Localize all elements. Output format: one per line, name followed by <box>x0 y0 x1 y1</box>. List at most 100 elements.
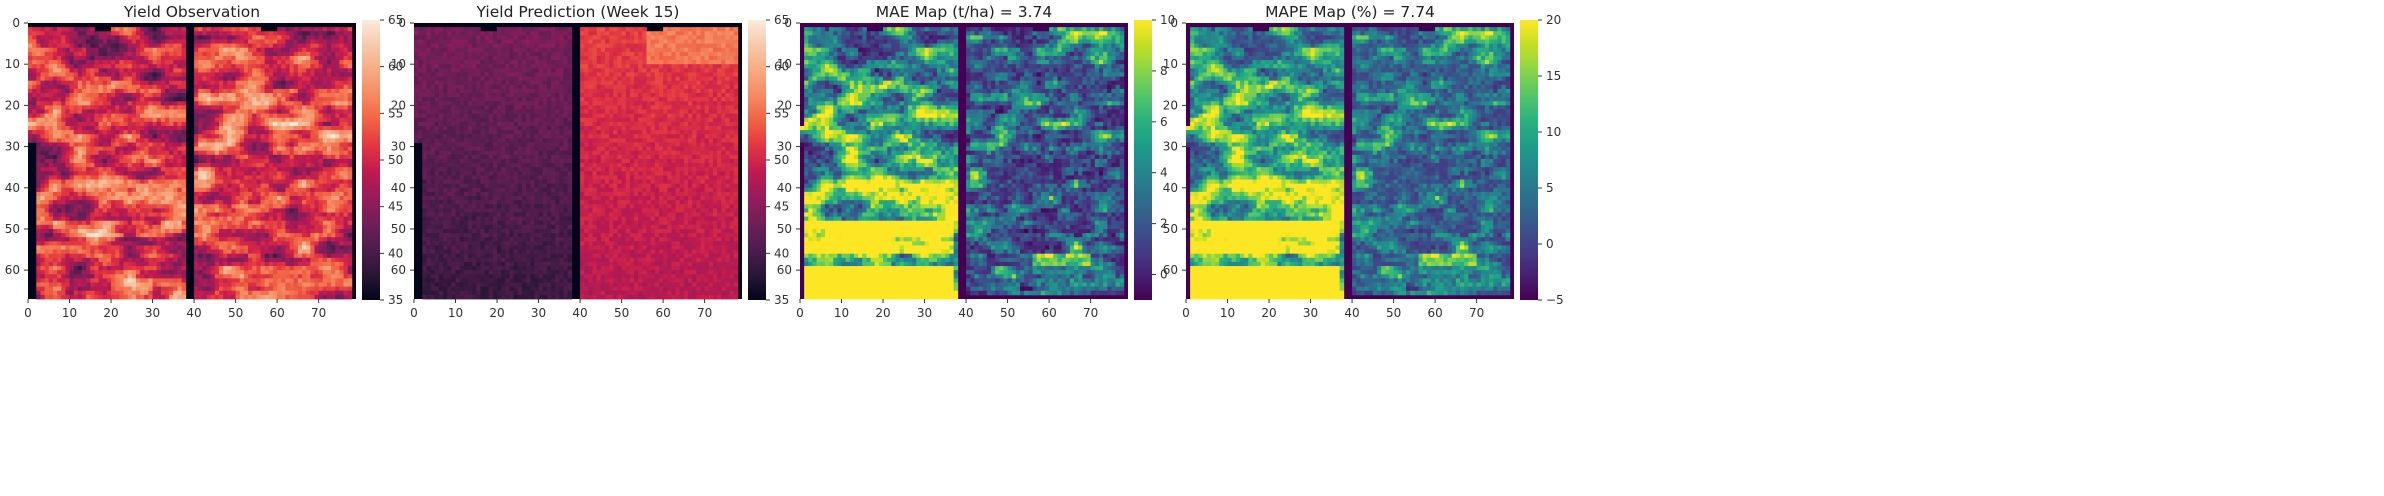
heatmap-cell <box>281 220 286 226</box>
heatmap-cell <box>177 212 183 218</box>
heatmap-cell <box>135 191 141 197</box>
heatmap-cell <box>347 282 353 288</box>
heatmap-cell <box>77 167 83 172</box>
heatmap-cell <box>44 270 50 275</box>
heatmap-cell <box>202 220 207 226</box>
heatmap-cell <box>48 220 54 226</box>
heatmap-cell <box>248 220 253 226</box>
heatmap-cell <box>310 224 315 230</box>
heatmap-cell <box>227 60 232 65</box>
heatmap-cell <box>81 113 87 119</box>
heatmap-cell <box>102 35 108 40</box>
heatmap-cell <box>94 88 99 94</box>
heatmap-cell <box>169 158 174 164</box>
heatmap-cell <box>127 253 133 259</box>
heatmap-cell <box>48 35 54 40</box>
heatmap-cell <box>140 55 145 61</box>
heatmap-cell <box>227 146 232 152</box>
heatmap-cell <box>310 138 315 143</box>
heatmap-cell <box>52 187 58 193</box>
heatmap-cell <box>44 146 50 152</box>
heatmap-cell <box>61 200 66 205</box>
heatmap-cell <box>48 158 54 164</box>
heatmap-cell <box>106 72 112 77</box>
heatmap-cell <box>268 105 274 110</box>
heatmap-cell <box>331 72 336 77</box>
heatmap-cell <box>148 117 153 123</box>
heatmap-cell <box>169 80 174 86</box>
heatmap-cell <box>277 261 282 267</box>
heatmap-cell <box>343 88 349 94</box>
heatmap-cell <box>131 270 137 275</box>
heatmap-cell <box>281 183 286 189</box>
heatmap-cell <box>152 35 158 40</box>
heatmap-cell <box>102 84 108 90</box>
heatmap-cell <box>165 76 170 82</box>
heatmap-cell <box>285 286 290 292</box>
heatmap-cell <box>77 55 83 61</box>
heatmap-cell <box>268 163 274 168</box>
heatmap-cell <box>65 72 70 77</box>
heatmap-cell <box>331 138 336 143</box>
heatmap-cell <box>61 113 66 119</box>
heatmap-cell <box>69 35 75 40</box>
heatmap-cell <box>115 245 120 250</box>
heatmap-cell <box>40 237 46 242</box>
heatmap-cell <box>322 249 328 255</box>
heatmap-cell <box>326 142 332 147</box>
heatmap-cell <box>165 183 170 189</box>
heatmap-cell <box>318 249 324 255</box>
heatmap-cell <box>310 113 315 119</box>
heatmap-cell <box>77 253 83 259</box>
heatmap-cell <box>256 286 261 292</box>
heatmap-cell <box>218 150 224 156</box>
heatmap-cell <box>173 179 178 185</box>
heatmap-cell <box>44 249 50 255</box>
heatmap-cell <box>343 228 349 234</box>
heatmap-cell <box>243 142 249 147</box>
heatmap-cell <box>214 163 220 168</box>
heatmap-cell <box>148 109 153 115</box>
heatmap-cell <box>177 249 183 255</box>
heatmap-cell <box>173 171 178 176</box>
heatmap-cell <box>302 101 307 106</box>
heatmap-cell <box>264 51 270 57</box>
heatmap-cell <box>181 266 187 271</box>
heatmap-cell <box>272 109 278 115</box>
heatmap-cell <box>297 55 303 61</box>
heatmap-cell <box>135 278 141 283</box>
heatmap-cell <box>119 105 124 110</box>
heatmap-cell <box>194 84 199 90</box>
heatmap-cell <box>115 150 120 156</box>
heatmap-cell <box>210 171 216 176</box>
heatmap-cell <box>293 55 299 61</box>
heatmap-cell <box>331 80 336 86</box>
heatmap-cell <box>181 179 187 185</box>
heatmap-cell <box>181 138 187 143</box>
heatmap-cell <box>119 241 124 246</box>
heatmap-cell <box>61 101 66 106</box>
heatmap-cell <box>173 68 178 73</box>
heatmap-cell <box>148 130 153 135</box>
heatmap-cell <box>115 212 120 218</box>
heatmap-cell <box>302 187 307 193</box>
heatmap-cell <box>73 134 79 139</box>
heatmap-cell <box>206 282 212 288</box>
heatmap-cell <box>297 84 303 90</box>
heatmap-cell <box>77 47 83 53</box>
heatmap-cell <box>127 282 133 288</box>
heatmap-cell <box>231 35 236 40</box>
heatmap-cell <box>135 171 141 176</box>
heatmap-cell <box>57 261 62 267</box>
heatmap-cell <box>115 274 120 279</box>
heatmap-cell <box>239 47 245 53</box>
heatmap-cell <box>339 43 344 49</box>
heatmap-cell <box>202 113 207 119</box>
heatmap-cell <box>235 224 241 230</box>
heatmap-cell <box>252 125 257 131</box>
heatmap-cell <box>94 224 99 230</box>
heatmap-cell <box>318 76 324 82</box>
heatmap-cell <box>281 84 286 90</box>
heatmap-cell <box>310 80 315 86</box>
heatmap-cell <box>202 200 207 205</box>
